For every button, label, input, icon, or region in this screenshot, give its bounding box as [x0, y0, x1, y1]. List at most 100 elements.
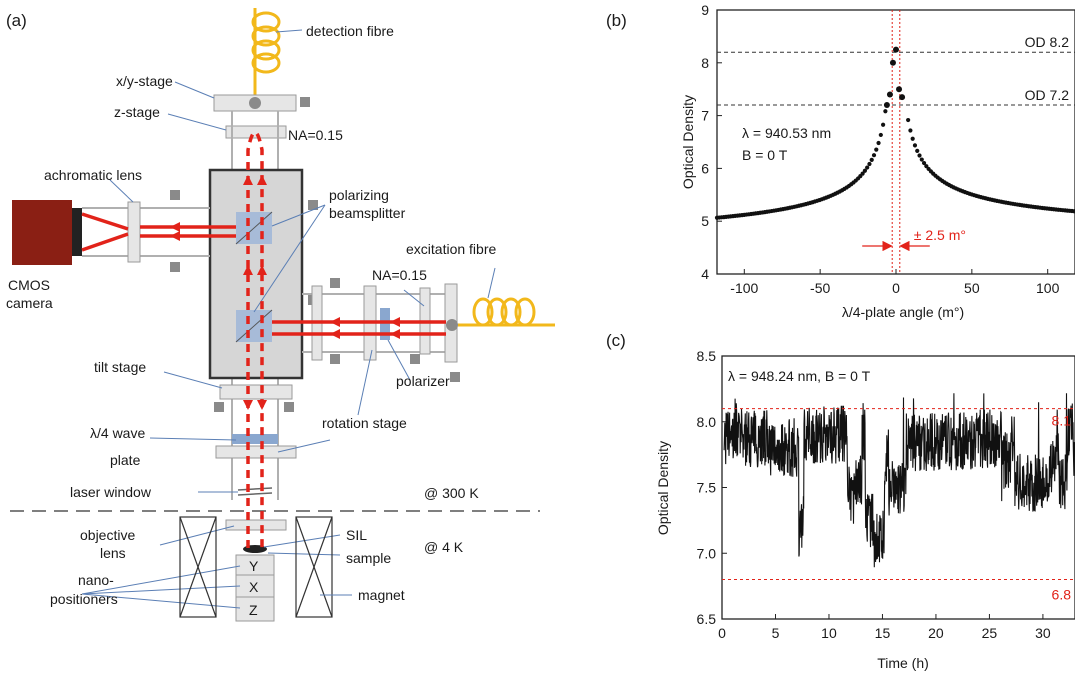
b-xtick-label: 100 [1036, 280, 1060, 296]
label-nano-2: positioners [50, 591, 118, 607]
c-hline-label: 6.8 [1052, 587, 1072, 603]
b-point [865, 165, 870, 170]
b-point [874, 147, 879, 152]
label-tilt-stage: tilt stage [94, 359, 146, 375]
label-achromatic-lens: achromatic lens [44, 167, 142, 183]
b-hline-label: OD 7.2 [1025, 87, 1070, 103]
b-ytick-label: 5 [701, 213, 709, 229]
b-point [876, 140, 881, 146]
label-polarizing: polarizing [329, 187, 389, 203]
b-hline-label: OD 8.2 [1025, 34, 1070, 50]
panel-b-tag: (b) [606, 11, 627, 30]
c-condition: λ = 948.24 nm, B = 0 T [728, 368, 871, 384]
pos-y: Y [249, 558, 259, 574]
b-point [924, 164, 929, 169]
setup-diagram: (a) detection fibre x/y-stage z-stage NA… [6, 8, 555, 622]
b-point [871, 153, 877, 158]
label-objective-2: lens [100, 545, 126, 561]
label-300k: @ 300 K [424, 485, 479, 501]
pos-x: X [249, 579, 259, 595]
label-wave-plate-2: plate [110, 452, 141, 468]
c-xtick-label: 0 [718, 625, 726, 641]
b-point [883, 109, 888, 114]
b-point [1072, 209, 1075, 214]
label-na-top: NA=0.15 [288, 127, 343, 143]
label-z-stage: z-stage [114, 104, 160, 120]
label-magnet: magnet [358, 587, 405, 603]
b-ytick-label: 6 [701, 160, 709, 176]
achromatic-lens [127, 201, 141, 263]
b-point [908, 128, 913, 133]
c-ytick-label: 8.0 [697, 414, 717, 430]
b-ytick-label: 9 [701, 2, 709, 18]
c-hline-label: 8.1 [1052, 413, 1072, 429]
c-od-trace [723, 393, 1075, 568]
b-point [921, 160, 927, 166]
wave-plate [232, 434, 278, 444]
label-nano-1: nano- [78, 572, 114, 588]
b-peak-point [889, 59, 896, 66]
polarizer [380, 308, 390, 340]
b-point [912, 143, 918, 148]
c-xtick-label: 15 [875, 625, 891, 641]
panel-c-tag: (c) [606, 331, 626, 350]
c-xtick-label: 10 [821, 625, 837, 641]
b-peak-point [886, 91, 893, 98]
b-xtick-label: -50 [810, 280, 830, 296]
b-point [919, 157, 924, 162]
b-point [869, 157, 874, 163]
b-ytick-label: 4 [701, 266, 709, 282]
label-sample: sample [346, 550, 391, 566]
b-wavelength: λ = 940.53 nm [742, 125, 831, 141]
b-point [906, 117, 911, 123]
fibre-coupler [249, 97, 261, 109]
b-point [915, 148, 920, 153]
objective-lens [225, 519, 287, 531]
b-width-label: ± 2.5 m° [914, 227, 966, 243]
chart-c-xlabel: Time (h) [877, 655, 929, 671]
c-xtick-label: 25 [982, 625, 998, 641]
label-beamsplitter: beamsplitter [329, 205, 406, 221]
label-rotation-stage: rotation stage [322, 415, 407, 431]
b-ytick-label: 7 [701, 108, 709, 124]
magnet-right [295, 516, 333, 618]
panel-a-tag: (a) [6, 11, 27, 30]
b-xtick-label: 50 [964, 280, 980, 296]
b-peak-point [883, 102, 890, 109]
z-stage [225, 125, 287, 139]
b-point [878, 132, 883, 138]
laser-beams [81, 130, 446, 548]
c-ytick-label: 7.5 [697, 480, 717, 496]
label-wave-plate-1: λ/4 wave [90, 425, 145, 441]
b-peak-point [899, 94, 906, 101]
label-laser-window: laser window [70, 484, 152, 500]
c-ytick-label: 7.0 [697, 545, 717, 561]
optics-box [208, 168, 304, 380]
b-point [881, 122, 886, 127]
b-xtick-label: -100 [730, 280, 758, 296]
b-point [862, 168, 868, 173]
tilt-stage [219, 384, 293, 400]
b-point [910, 136, 915, 141]
b-peak-point [893, 46, 899, 53]
pos-z: Z [249, 602, 258, 618]
c-xtick-label: 20 [928, 625, 944, 641]
chart-b-xlabel: λ/4-plate angle (m°) [842, 304, 964, 320]
label-polarizer: polarizer [396, 373, 450, 389]
magnet-left [179, 516, 217, 618]
cmos-camera-icon [12, 200, 72, 265]
label-objective-1: objective [80, 527, 135, 543]
chart-b: (b) OD 8.2 OD 7.2 -100 -50 0 50 100 4 5 6 7 8 9 λ =… [606, 2, 1075, 320]
b-point [917, 153, 922, 158]
b-peak-point [896, 86, 903, 93]
label-camera: camera [6, 295, 53, 311]
label-4k: @ 4 K [424, 539, 464, 555]
nano-positioners [235, 554, 275, 622]
label-cmos: CMOS [8, 277, 50, 293]
b-xtick-label: 0 [892, 280, 900, 296]
label-detection-fibre: detection fibre [306, 23, 394, 39]
xy-stage-knob [300, 97, 310, 107]
b-point [860, 171, 865, 176]
b-ytick-label: 8 [701, 55, 709, 71]
